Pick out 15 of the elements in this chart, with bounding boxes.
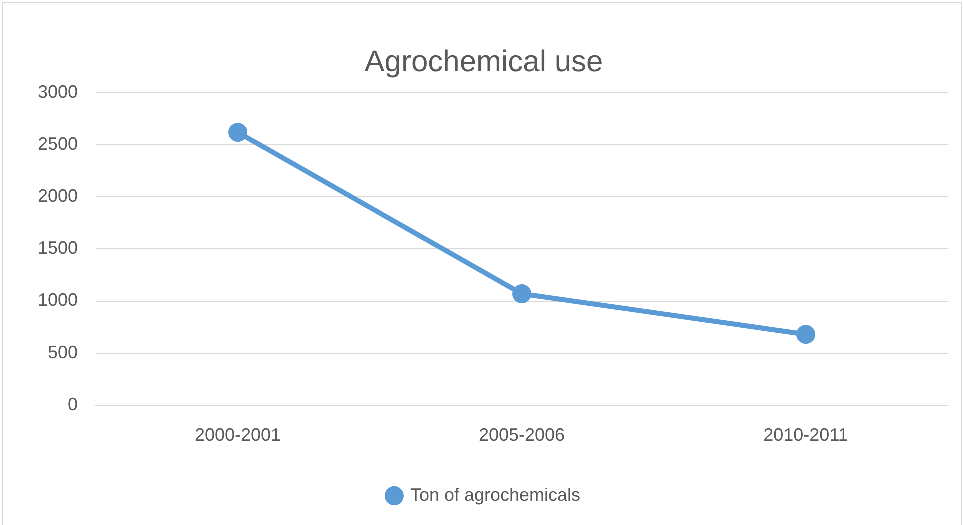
y-tick-label: 500 [48, 342, 78, 362]
y-tick-label: 0 [68, 394, 78, 414]
y-tick-label: 2000 [38, 186, 78, 206]
y-tick-label: 1000 [38, 290, 78, 310]
chart-title: Agrochemical use [364, 45, 604, 78]
point [228, 123, 248, 142]
legend-label: Ton of agrochemicals [410, 484, 581, 505]
point [512, 284, 532, 304]
point [796, 325, 816, 344]
y-tick-label: 1500 [38, 238, 78, 258]
x-tick-label: 2000-2001 [194, 425, 282, 446]
x-tick-label: 2010-2011 [764, 425, 848, 446]
x-tick-label: 2005-2006 [478, 425, 566, 446]
y-tick-label: 2500 [38, 134, 78, 154]
y-tick-label: 3000 [38, 82, 78, 102]
